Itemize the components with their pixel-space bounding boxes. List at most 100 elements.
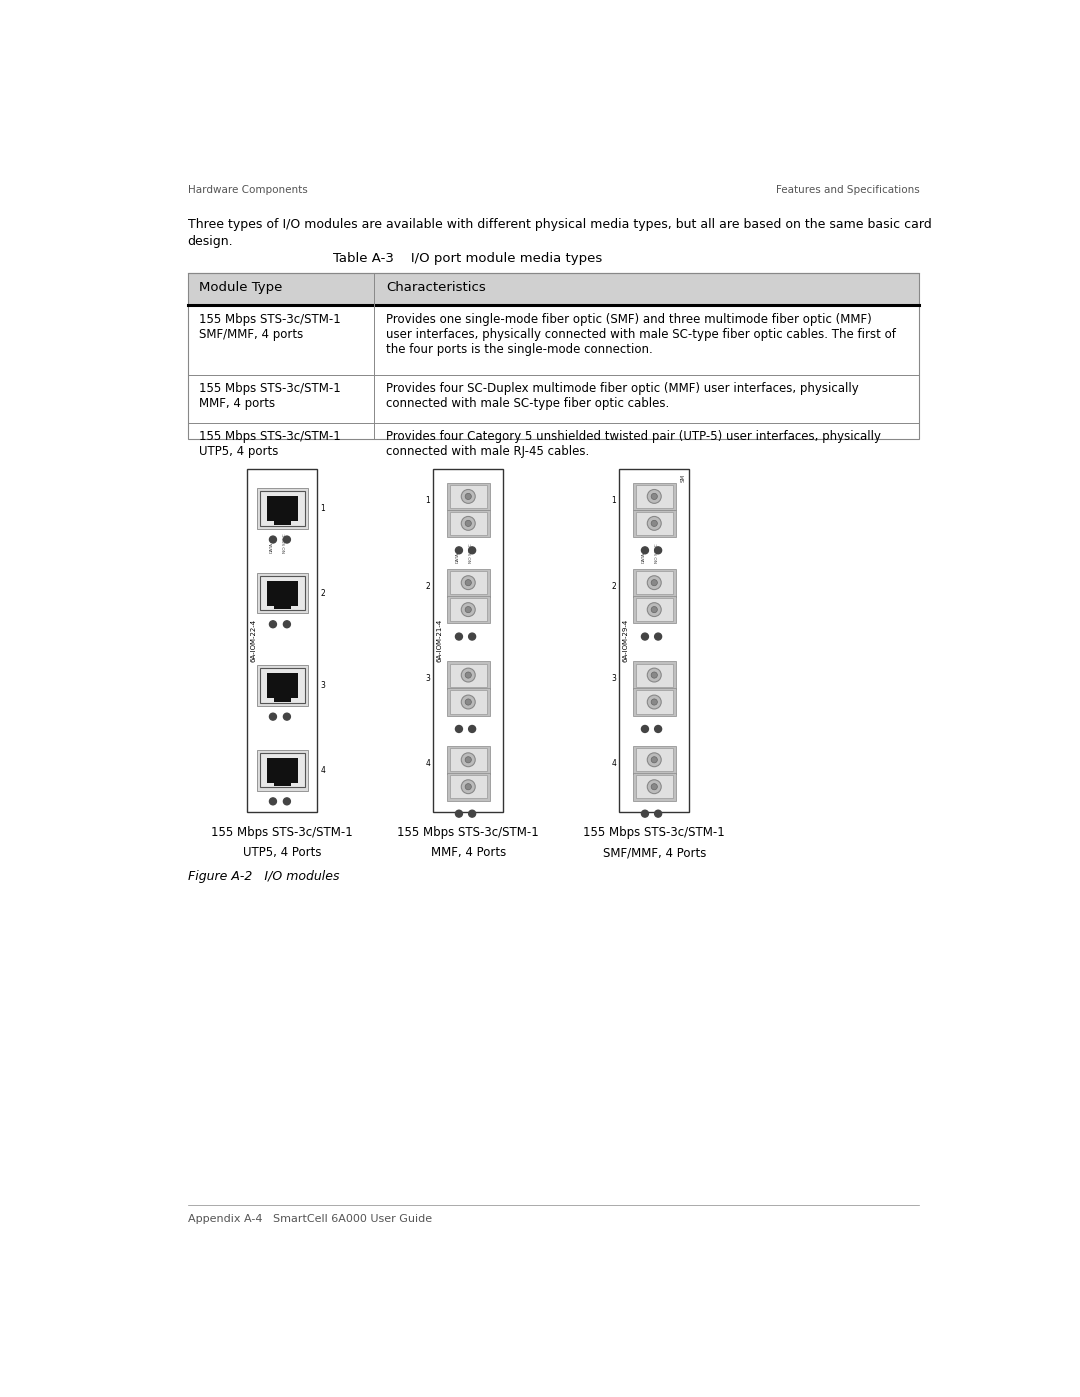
Text: NO SYNC: NO SYNC [283,534,287,553]
Bar [449,664,487,686]
Circle shape [654,546,662,553]
Bar [636,664,673,686]
Bar [633,746,676,774]
Bar [449,690,487,714]
Bar [449,511,487,535]
Circle shape [647,668,661,682]
Circle shape [465,672,471,678]
Circle shape [469,546,475,553]
Bar [636,571,673,594]
Circle shape [461,489,475,503]
Text: SM: SM [681,474,686,482]
Circle shape [651,672,658,678]
Circle shape [270,798,276,805]
Text: NO SYNC: NO SYNC [656,543,660,563]
Text: Three types of I/O modules are available with different physical media types, bu: Three types of I/O modules are available… [188,218,931,231]
Bar [257,665,308,705]
Text: 155 Mbps STS-3c/STM-1: 155 Mbps STS-3c/STM-1 [212,826,353,840]
Text: Module Type: Module Type [200,281,283,293]
Bar [446,569,490,597]
Circle shape [456,546,462,553]
Bar [449,775,487,798]
Bar [636,485,673,509]
Text: SMF/MMF, 4 ports: SMF/MMF, 4 ports [200,328,303,341]
Bar [633,569,676,597]
Text: 3: 3 [426,675,430,683]
Bar [267,496,298,521]
Bar [633,689,676,715]
Circle shape [469,810,475,817]
Circle shape [651,757,658,763]
Circle shape [469,633,475,640]
Bar [636,511,673,535]
Circle shape [283,536,291,543]
Bar [267,581,298,605]
Text: SMF/MMF, 4 Ports: SMF/MMF, 4 Ports [603,847,706,859]
Bar [257,750,308,791]
Circle shape [647,602,661,616]
Bar [633,661,676,689]
Circle shape [465,520,471,527]
Text: Hardware Components: Hardware Components [188,184,308,194]
Circle shape [647,576,661,590]
Text: Characteristics: Characteristics [386,281,486,293]
Circle shape [642,810,648,817]
Text: NO SYNC: NO SYNC [470,543,473,563]
Bar [267,757,298,782]
Text: 2: 2 [426,583,430,591]
Text: 1: 1 [611,496,617,504]
Circle shape [461,668,475,682]
Text: 1: 1 [321,504,325,513]
Text: connected with male RJ-45 cables.: connected with male RJ-45 cables. [386,446,589,458]
Circle shape [651,698,658,705]
Circle shape [465,784,471,789]
Circle shape [461,696,475,708]
Circle shape [647,753,661,767]
Text: Appendix A-4   SmartCell 6A000 User Guide: Appendix A-4 SmartCell 6A000 User Guide [188,1214,432,1224]
Text: 3: 3 [611,675,617,683]
Circle shape [461,602,475,616]
Bar [449,749,487,771]
Circle shape [642,633,648,640]
Bar [619,469,689,812]
Text: 155 Mbps STS-3c/STM-1: 155 Mbps STS-3c/STM-1 [200,313,341,326]
Circle shape [647,780,661,793]
Bar [247,469,318,812]
Text: 155 Mbps STS-3c/STM-1: 155 Mbps STS-3c/STM-1 [583,826,725,840]
Bar [273,605,291,609]
Bar [260,490,305,525]
Circle shape [654,810,662,817]
Bar [273,782,291,787]
Text: connected with male SC-type fiber optic cables.: connected with male SC-type fiber optic … [386,398,670,411]
Circle shape [456,633,462,640]
Bar [446,482,490,510]
Circle shape [283,714,291,719]
Circle shape [270,620,276,627]
Text: 6A-IOM-21-4: 6A-IOM-21-4 [436,619,443,662]
Bar [260,668,305,703]
Bar [446,689,490,715]
Text: 6A-IOM-29-4: 6A-IOM-29-4 [622,619,629,662]
Text: MMF, 4 Ports: MMF, 4 Ports [431,847,505,859]
Text: UTP5, 4 ports: UTP5, 4 ports [200,446,279,458]
Circle shape [642,546,648,553]
Bar [273,698,291,701]
Circle shape [461,576,475,590]
Circle shape [465,493,471,500]
Bar [446,746,490,774]
Circle shape [642,725,648,732]
Circle shape [469,725,475,732]
Bar [257,488,308,529]
Text: DATA: DATA [269,542,273,553]
Bar [636,598,673,622]
Text: design.: design. [188,235,233,247]
Text: 4: 4 [611,759,617,768]
Circle shape [461,780,475,793]
Circle shape [465,606,471,613]
Circle shape [283,620,291,627]
Circle shape [270,714,276,719]
Circle shape [465,757,471,763]
Bar [449,598,487,622]
Circle shape [461,753,475,767]
Bar [446,595,490,623]
